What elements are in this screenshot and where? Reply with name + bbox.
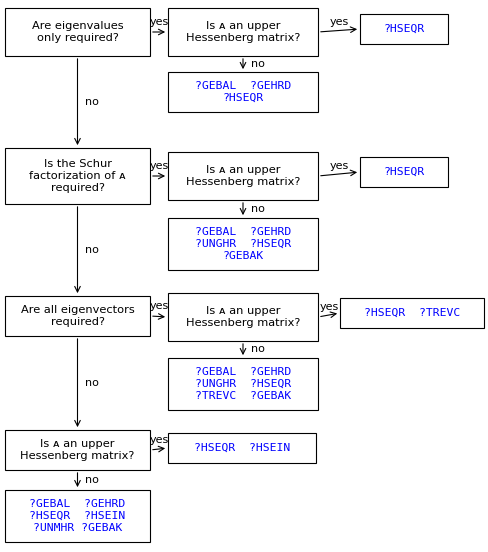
Text: yes: yes — [149, 301, 168, 311]
Text: ?GEBAL  ?GEHRD
?HSEQR: ?GEBAL ?GEHRD ?HSEQR — [195, 81, 290, 103]
Text: ?GEBAL  ?GEHRD
?UNGHR  ?HSEQR
?GEBAK: ?GEBAL ?GEHRD ?UNGHR ?HSEQR ?GEBAK — [195, 227, 290, 261]
Bar — [168, 72, 317, 112]
Bar — [359, 157, 447, 187]
Bar — [168, 358, 317, 410]
Bar — [168, 152, 317, 200]
Bar — [5, 490, 150, 542]
Bar — [359, 14, 447, 44]
Text: ?HSEQR: ?HSEQR — [383, 24, 424, 34]
Text: no: no — [85, 475, 99, 485]
Text: ?HSEQR: ?HSEQR — [383, 167, 424, 177]
Text: yes: yes — [149, 17, 168, 27]
Bar — [5, 8, 150, 56]
Text: no: no — [250, 344, 264, 354]
Text: Is ᴀ an upper
Hessenberg matrix?: Is ᴀ an upper Hessenberg matrix? — [185, 165, 300, 187]
Bar — [5, 148, 150, 204]
Text: ?GEBAL  ?GEHRD
?HSEQR  ?HSEIN
?UNMHR ?GEBAK: ?GEBAL ?GEHRD ?HSEQR ?HSEIN ?UNMHR ?GEBA… — [29, 500, 125, 533]
Text: no: no — [85, 97, 99, 107]
Text: no: no — [85, 245, 99, 255]
Text: yes: yes — [329, 161, 348, 171]
Text: yes: yes — [329, 17, 348, 27]
Text: Is the Schur
factorization of ᴀ
required?: Is the Schur factorization of ᴀ required… — [29, 160, 125, 193]
Text: no: no — [250, 204, 264, 214]
Text: no: no — [250, 59, 264, 69]
Text: Is ᴀ an upper
Hessenberg matrix?: Is ᴀ an upper Hessenberg matrix? — [20, 439, 134, 461]
Text: ?HSEQR  ?TREVC: ?HSEQR ?TREVC — [363, 308, 459, 318]
Bar — [168, 433, 315, 463]
Bar — [5, 296, 150, 336]
Bar — [5, 430, 150, 470]
Text: no: no — [85, 378, 99, 388]
Text: yes: yes — [149, 435, 168, 445]
Bar — [168, 218, 317, 270]
Bar — [339, 298, 483, 328]
Bar — [168, 293, 317, 341]
Bar — [168, 8, 317, 56]
Text: Is ᴀ an upper
Hessenberg matrix?: Is ᴀ an upper Hessenberg matrix? — [185, 21, 300, 43]
Text: Are eigenvalues
only required?: Are eigenvalues only required? — [32, 21, 123, 43]
Text: ?HSEQR  ?HSEIN: ?HSEQR ?HSEIN — [193, 443, 289, 453]
Text: Are all eigenvectors
required?: Are all eigenvectors required? — [20, 305, 134, 327]
Text: yes: yes — [149, 161, 168, 171]
Text: Is ᴀ an upper
Hessenberg matrix?: Is ᴀ an upper Hessenberg matrix? — [185, 306, 300, 328]
Text: yes: yes — [319, 302, 338, 312]
Text: ?GEBAL  ?GEHRD
?UNGHR  ?HSEQR
?TREVC  ?GEBAK: ?GEBAL ?GEHRD ?UNGHR ?HSEQR ?TREVC ?GEBA… — [195, 368, 290, 401]
